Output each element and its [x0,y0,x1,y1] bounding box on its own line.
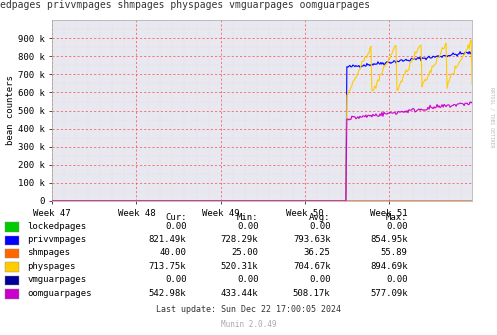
Text: shmpages: shmpages [27,249,71,257]
Text: 0.00: 0.00 [165,222,186,230]
Text: 713.75k: 713.75k [149,262,186,271]
Text: 728.29k: 728.29k [221,235,258,244]
Text: Last update: Sun Dec 22 17:00:05 2024: Last update: Sun Dec 22 17:00:05 2024 [156,306,341,314]
Text: 542.98k: 542.98k [149,289,186,297]
Text: 433.44k: 433.44k [221,289,258,297]
Text: 508.17k: 508.17k [293,289,331,297]
Text: 0.00: 0.00 [386,222,408,230]
Text: Cur:: Cur: [165,213,186,222]
Text: Avg:: Avg: [309,213,331,222]
Text: 40.00: 40.00 [160,249,186,257]
Text: 0.00: 0.00 [165,275,186,284]
Text: vmguarpages: vmguarpages [27,275,86,284]
Text: 0.00: 0.00 [237,222,258,230]
Text: 55.89: 55.89 [381,249,408,257]
Text: 0.00: 0.00 [386,275,408,284]
Text: 821.49k: 821.49k [149,235,186,244]
Text: Munin 2.0.49: Munin 2.0.49 [221,321,276,329]
Text: 0.00: 0.00 [237,275,258,284]
Text: 577.09k: 577.09k [370,289,408,297]
Text: 793.63k: 793.63k [293,235,331,244]
Text: edpages privvmpages shmpages physpages vmguarpages oomguarpages: edpages privvmpages shmpages physpages v… [0,0,370,10]
Text: oomguarpages: oomguarpages [27,289,92,297]
Text: 0.00: 0.00 [309,222,331,230]
Y-axis label: bean counters: bean counters [6,76,15,145]
Text: 894.69k: 894.69k [370,262,408,271]
Text: RRTOOL / TOBI OETIKER: RRTOOL / TOBI OETIKER [490,87,495,147]
Text: Min:: Min: [237,213,258,222]
Text: 36.25: 36.25 [304,249,331,257]
Text: 25.00: 25.00 [232,249,258,257]
Text: lockedpages: lockedpages [27,222,86,230]
Text: privvmpages: privvmpages [27,235,86,244]
Text: physpages: physpages [27,262,76,271]
Text: 0.00: 0.00 [309,275,331,284]
Text: 704.67k: 704.67k [293,262,331,271]
Text: Max:: Max: [386,213,408,222]
Text: 520.31k: 520.31k [221,262,258,271]
Text: 854.95k: 854.95k [370,235,408,244]
